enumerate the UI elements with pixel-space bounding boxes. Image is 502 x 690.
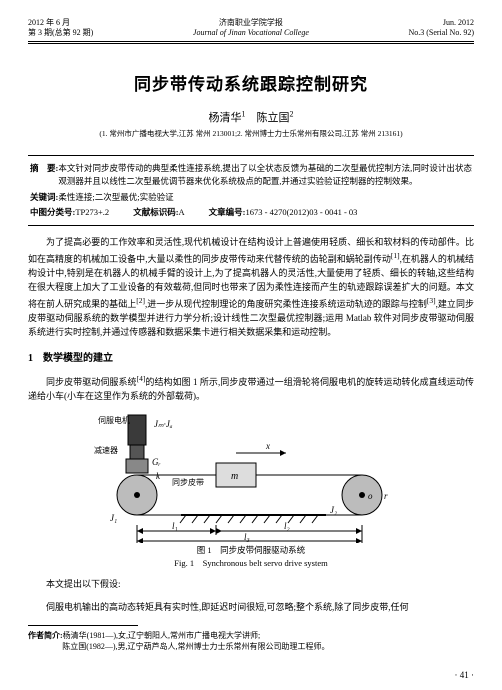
sym-r: r xyxy=(384,491,388,501)
header-rule xyxy=(28,43,474,44)
motor-assembly-icon xyxy=(117,415,157,515)
abstract-block: 摘 要: 本文针对同步皮带传动的典型柔性连接系统,提出了以全状态反馈为基础的二次… xyxy=(28,155,474,227)
doc-label: 文献标识码: xyxy=(133,207,178,217)
sym-j2: J₂ xyxy=(330,505,337,515)
footnote-line1: 杨清华(1981—),女,辽宁朝阳人,常州市广播电视大学讲师; xyxy=(63,631,261,640)
abstract-label: 摘 要: xyxy=(30,162,58,188)
cite-1: [1] xyxy=(391,251,400,260)
ground-hatch-icon xyxy=(180,515,318,523)
p2a: 同步皮带驱动伺服系统 xyxy=(46,377,137,387)
header-center-line1: 济南职业学院学报 xyxy=(93,18,408,28)
keywords-text: 柔性连接;二次型最优;实验验证 xyxy=(58,192,173,202)
page-number: · 41 · xyxy=(28,670,474,680)
meta-line: 中图分类号:TP273+.2 文献标识码:A 文章编号:1673 - 4270(… xyxy=(30,206,472,219)
clc-label: 中图分类号: xyxy=(30,207,75,217)
sym-o: o xyxy=(368,491,373,501)
author-2-sup: 2 xyxy=(290,109,294,118)
sym-gr: Gᵣ xyxy=(152,457,161,467)
p1c: ,进一步从现代控制理论的角度研究柔性连接系统运动轨迹的跟踪与控制 xyxy=(145,299,427,309)
author-1-sup: 1 xyxy=(242,109,246,118)
figure-1: 伺服电机 减速器 同步皮带 Jₘ·Jₐ Gᵣ k J₁ m x J₂ o r l… xyxy=(28,413,474,569)
sym-jm: Jₘ·Jₐ xyxy=(154,419,173,429)
label-reducer: 减速器 xyxy=(94,445,118,455)
sym-l2: l₂ xyxy=(284,521,290,531)
header-center: 济南职业学院学报 Journal of Jinan Vocational Col… xyxy=(93,18,408,39)
sym-x: x xyxy=(265,441,270,451)
cite-3: [3] xyxy=(427,296,436,305)
author-1: 杨清华 xyxy=(209,112,242,124)
header-left-line2: 第 3 期(总第 92 期) xyxy=(28,28,93,38)
paper-title: 同步带传动系统跟踪控制研究 xyxy=(28,70,474,95)
keywords-label: 关键词: xyxy=(30,192,58,202)
abstract-text: 本文针对同步皮带传动的典型柔性连接系统,提出了以全状态反馈为基础的二次型最优控制… xyxy=(58,162,472,188)
belt-system-diagram: 伺服电机 减速器 同步皮带 Jₘ·Jₐ Gᵣ k J₁ m x J₂ o r l… xyxy=(86,413,416,543)
header-right: Jun. 2012 No.3 (Serial No. 92) xyxy=(408,18,474,39)
header-right-line2: No.3 (Serial No. 92) xyxy=(408,28,474,38)
section-1-heading: 1 数学模型的建立 xyxy=(28,349,474,364)
article-id-value: 1673 - 4270(2012)03 - 0041 - 03 xyxy=(246,207,358,217)
figure-1-caption-en: Fig. 1 Synchronous belt servo drive syst… xyxy=(28,558,474,569)
paragraph-4: 伺服电机输出的高动态转矩具有实时性,即延迟时间很短,可忽略;整个系统,除了同步皮… xyxy=(28,601,474,615)
header-center-line2: Journal of Jinan Vocational College xyxy=(93,28,408,38)
doc-value: A xyxy=(179,207,185,217)
authors: 杨清华1 陈立国2 xyxy=(28,109,474,125)
label-motor: 伺服电机 xyxy=(98,415,130,425)
footnote-label: 作者简介: xyxy=(28,631,63,640)
figure-1-caption-cn: 图 1 同步皮带伺服驱动系统 xyxy=(28,545,474,556)
author-bio-footnote: 作者简介:杨清华(1981—),女,辽宁朝阳人,常州市广播电视大学讲师; 作者简… xyxy=(28,630,474,652)
label-belt: 同步皮带 xyxy=(172,477,204,487)
keywords-line: 关键词:柔性连接;二次型最优;实验验证 xyxy=(30,191,472,204)
footnote-line2: 陈立国(1982—),男,辽宁葫芦岛人,常州博士力士乐常州有限公司助理工程师。 xyxy=(62,642,329,651)
paragraph-3: 本文提出以下假设: xyxy=(28,578,474,592)
sym-k: k xyxy=(156,471,161,481)
sym-l3: l₃ xyxy=(244,532,250,542)
header-right-line1: Jun. 2012 xyxy=(408,18,474,28)
sym-m: m xyxy=(231,471,238,482)
header-left-line1: 2012 年 6 月 xyxy=(28,18,93,28)
footnote-rule xyxy=(28,625,138,626)
clc-value: TP273+.2 xyxy=(75,207,109,217)
paragraph-2: 同步皮带驱动伺服系统[4]的结构如图 1 所示,同步皮带通过一组滑轮将伺服电机的… xyxy=(28,373,474,404)
page: 2012 年 6 月 第 3 期(总第 92 期) 济南职业学院学报 Journ… xyxy=(0,0,502,690)
cite-2: [2] xyxy=(136,296,145,305)
paragraph-1: 为了提高必要的工作效率和灵活性,现代机械设计在结构设计上普遍使用轻质、细长和软材… xyxy=(28,236,474,340)
running-header: 2012 年 6 月 第 3 期(总第 92 期) 济南职业学院学报 Journ… xyxy=(28,18,474,42)
author-2: 陈立国 xyxy=(257,112,290,124)
affiliation: (1. 常州市广播电视大学,江苏 常州 213001;2. 常州博士力士乐常州有… xyxy=(28,128,474,139)
sym-j1: J₁ xyxy=(110,513,117,523)
sym-l1: l₁ xyxy=(172,521,178,531)
article-id-label: 文章编号: xyxy=(209,207,246,217)
header-left: 2012 年 6 月 第 3 期(总第 92 期) xyxy=(28,18,93,39)
